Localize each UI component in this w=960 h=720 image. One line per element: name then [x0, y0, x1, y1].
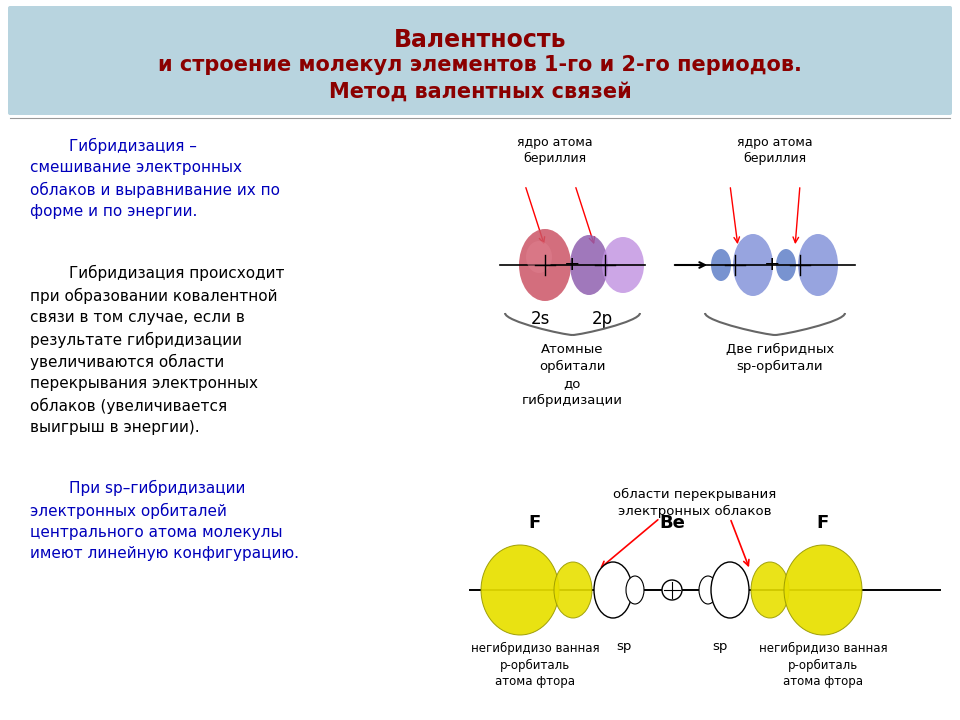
- Text: +: +: [764, 256, 780, 274]
- Ellipse shape: [711, 562, 749, 618]
- Text: Гибридизация –
смешивание электронных
облаков и выравнивание их по
форме и по эн: Гибридизация – смешивание электронных об…: [30, 138, 280, 219]
- Ellipse shape: [784, 545, 862, 635]
- Text: Метод валентных связей: Метод валентных связей: [328, 82, 632, 102]
- Circle shape: [662, 580, 682, 600]
- Text: негибридизо ванная
р-орбиталь
атома фтора: негибридизо ванная р-орбиталь атома фтор…: [758, 642, 887, 688]
- Text: 2s: 2s: [530, 310, 550, 328]
- Text: +: +: [564, 256, 580, 274]
- Text: области перекрывания
электронных облаков: области перекрывания электронных облаков: [613, 488, 777, 518]
- Ellipse shape: [626, 576, 644, 604]
- Text: ядро атома
бериллия: ядро атома бериллия: [517, 136, 593, 165]
- Ellipse shape: [798, 234, 838, 296]
- Text: ядро атома
бериллия: ядро атома бериллия: [737, 136, 813, 165]
- Ellipse shape: [481, 545, 559, 635]
- FancyBboxPatch shape: [8, 6, 952, 115]
- Text: sp: sp: [616, 640, 632, 653]
- Text: При sp–гибридизации
электронных орбиталей
центрального атома молекулы
имеют лине: При sp–гибридизации электронных орбитале…: [30, 480, 299, 561]
- Text: F: F: [817, 514, 829, 532]
- Ellipse shape: [554, 562, 592, 618]
- Text: sp: sp: [712, 640, 728, 653]
- Ellipse shape: [751, 562, 789, 618]
- Ellipse shape: [519, 229, 571, 301]
- Ellipse shape: [733, 234, 773, 296]
- Ellipse shape: [570, 235, 608, 295]
- Text: Две гибридных
sp-орбитали: Две гибридных sp-орбитали: [726, 343, 834, 373]
- Text: F: F: [529, 514, 541, 532]
- Ellipse shape: [526, 241, 552, 273]
- Text: Be: Be: [660, 514, 684, 532]
- Text: Валентность: Валентность: [394, 28, 566, 52]
- Ellipse shape: [602, 237, 644, 293]
- Ellipse shape: [776, 249, 796, 281]
- Text: и строение молекул элементов 1-го и 2-го периодов.: и строение молекул элементов 1-го и 2-го…: [158, 55, 802, 75]
- Text: 2p: 2p: [591, 310, 612, 328]
- Text: Гибридизация происходит
при образовании ковалентной
связи в том случае, если в
р: Гибридизация происходит при образовании …: [30, 265, 284, 435]
- Text: Атомные
орбитали
до
гибридизации: Атомные орбитали до гибридизации: [521, 343, 622, 408]
- Text: негибридизо ванная
р-орбиталь
атома фтора: негибридизо ванная р-орбиталь атома фтор…: [470, 642, 599, 688]
- Ellipse shape: [594, 562, 632, 618]
- Ellipse shape: [699, 576, 717, 604]
- Ellipse shape: [711, 249, 731, 281]
